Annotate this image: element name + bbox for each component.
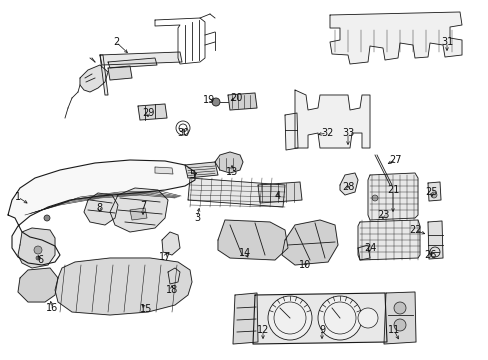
- Text: 28: 28: [341, 182, 353, 192]
- Polygon shape: [18, 268, 58, 302]
- Text: 9: 9: [318, 325, 325, 335]
- Circle shape: [267, 296, 311, 340]
- Polygon shape: [258, 182, 302, 203]
- Polygon shape: [282, 220, 337, 265]
- Polygon shape: [100, 55, 108, 95]
- Text: 21: 21: [386, 185, 398, 195]
- Text: 2: 2: [113, 37, 119, 47]
- Text: 31: 31: [440, 37, 452, 47]
- Polygon shape: [84, 193, 118, 225]
- Polygon shape: [285, 113, 297, 150]
- Text: 20: 20: [229, 93, 242, 103]
- Text: 29: 29: [142, 108, 154, 118]
- Polygon shape: [55, 258, 192, 315]
- Polygon shape: [357, 245, 369, 260]
- Text: 11: 11: [387, 325, 399, 335]
- Circle shape: [393, 319, 405, 331]
- Text: 23: 23: [376, 210, 388, 220]
- Circle shape: [34, 246, 42, 254]
- Text: 3: 3: [194, 213, 200, 223]
- Polygon shape: [227, 93, 257, 110]
- Text: 1: 1: [15, 192, 21, 202]
- Polygon shape: [162, 232, 180, 255]
- Polygon shape: [108, 66, 132, 80]
- Circle shape: [36, 256, 40, 260]
- Text: 5: 5: [188, 170, 195, 180]
- Text: 14: 14: [238, 248, 251, 258]
- Polygon shape: [218, 220, 287, 260]
- Polygon shape: [138, 104, 167, 120]
- Text: 7: 7: [140, 201, 146, 211]
- Circle shape: [371, 195, 377, 201]
- Polygon shape: [294, 90, 369, 148]
- Polygon shape: [232, 293, 258, 344]
- Text: 8: 8: [96, 203, 102, 213]
- Circle shape: [44, 215, 50, 221]
- Text: 30: 30: [177, 128, 189, 138]
- Circle shape: [430, 192, 436, 198]
- Text: 4: 4: [274, 191, 281, 201]
- Text: 24: 24: [363, 243, 375, 253]
- Circle shape: [393, 302, 405, 314]
- Polygon shape: [252, 293, 386, 344]
- Text: 19: 19: [203, 95, 215, 105]
- Text: 22: 22: [408, 225, 420, 235]
- Text: 10: 10: [298, 260, 310, 270]
- Polygon shape: [367, 173, 417, 220]
- Polygon shape: [110, 188, 168, 232]
- Polygon shape: [357, 220, 419, 260]
- Text: 15: 15: [140, 304, 152, 314]
- Circle shape: [212, 98, 220, 106]
- Polygon shape: [427, 182, 440, 201]
- Text: 27: 27: [389, 155, 402, 165]
- Polygon shape: [8, 160, 195, 265]
- Polygon shape: [427, 221, 442, 259]
- Polygon shape: [108, 58, 157, 68]
- Polygon shape: [187, 178, 285, 207]
- Text: 16: 16: [46, 303, 58, 313]
- Text: 32: 32: [320, 128, 332, 138]
- Polygon shape: [80, 65, 108, 92]
- Text: 18: 18: [165, 285, 178, 295]
- Circle shape: [357, 308, 377, 328]
- Polygon shape: [329, 12, 461, 64]
- Polygon shape: [168, 268, 180, 284]
- Circle shape: [317, 296, 361, 340]
- Text: 6: 6: [37, 255, 43, 265]
- Polygon shape: [130, 208, 147, 220]
- Text: 13: 13: [225, 167, 238, 177]
- Polygon shape: [339, 173, 357, 195]
- Polygon shape: [155, 167, 173, 174]
- Text: 25: 25: [425, 187, 437, 197]
- Polygon shape: [215, 152, 243, 173]
- Polygon shape: [383, 292, 415, 344]
- Polygon shape: [100, 52, 182, 65]
- Text: 33: 33: [341, 128, 353, 138]
- Text: 12: 12: [256, 325, 268, 335]
- Text: 17: 17: [159, 252, 171, 262]
- Text: 26: 26: [423, 250, 435, 260]
- Polygon shape: [18, 228, 55, 268]
- Polygon shape: [184, 162, 218, 178]
